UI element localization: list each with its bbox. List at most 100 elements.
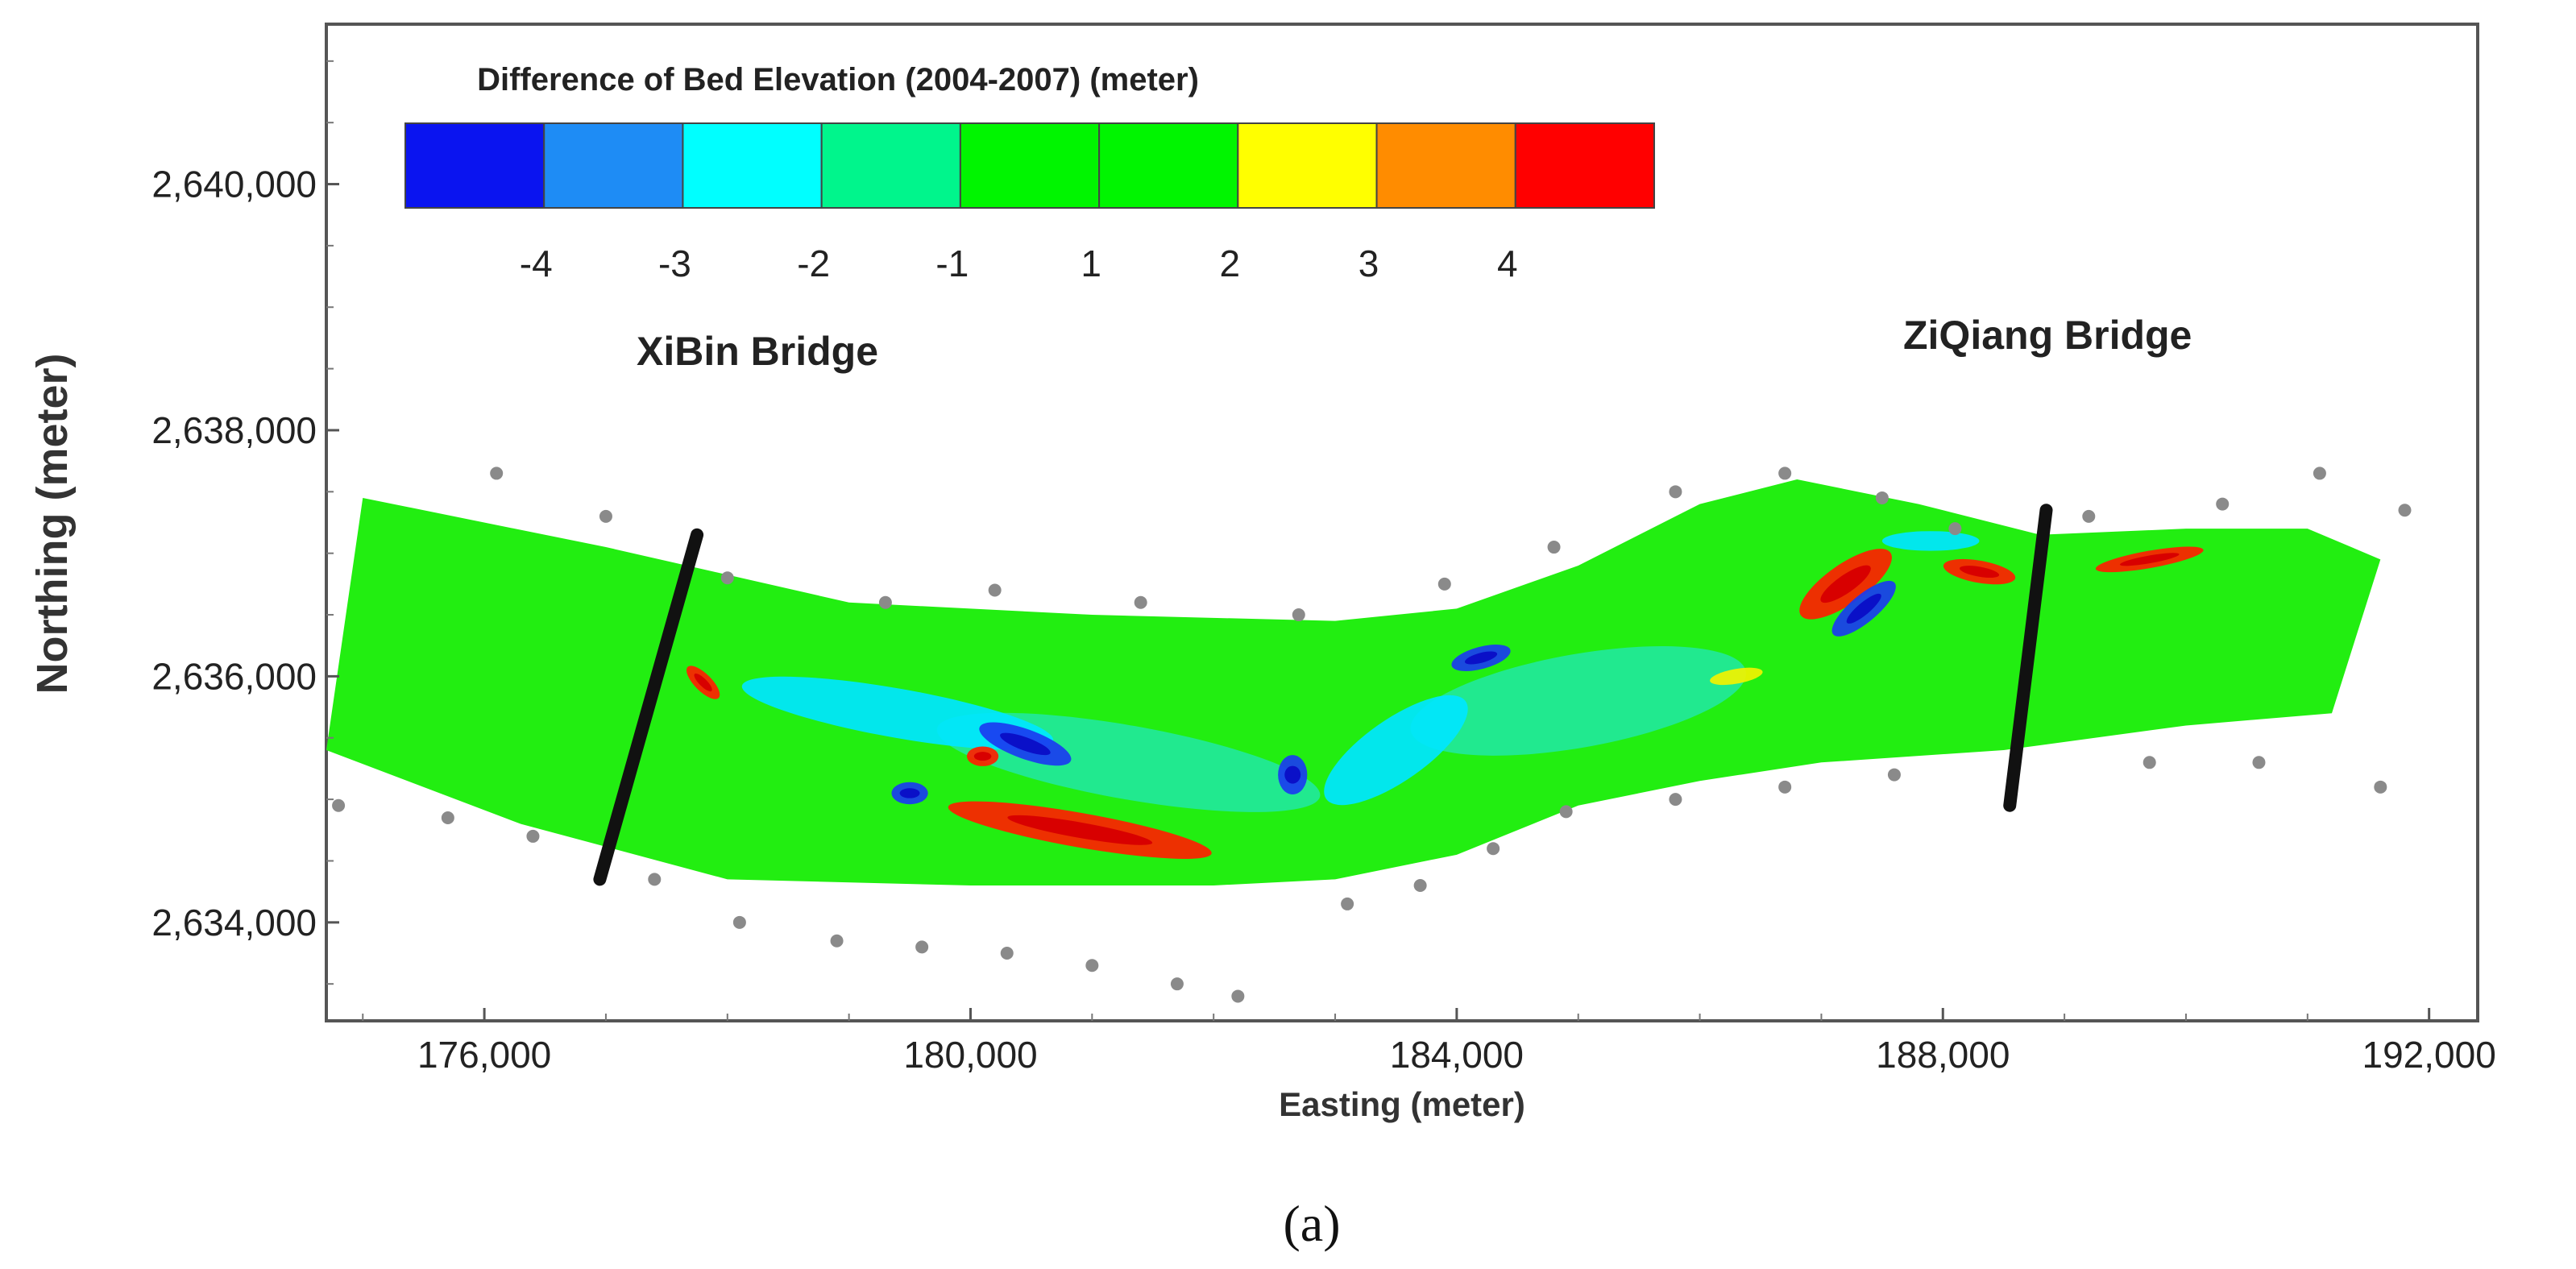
- change-patch: [1831, 580, 1896, 637]
- legend-tick-label: 3: [1359, 243, 1379, 284]
- survey-point: [1170, 977, 1184, 991]
- survey-point: [830, 934, 844, 948]
- y-tick-label: 2,640,000: [151, 164, 317, 205]
- survey-point: [1948, 522, 1962, 536]
- legend-tick-label: -3: [658, 243, 691, 284]
- change-patch: [1278, 755, 1308, 795]
- survey-point: [1875, 491, 1889, 504]
- x-tick-label: 180,000: [903, 1034, 1037, 1076]
- survey-point: [2082, 509, 2096, 523]
- survey-point: [2216, 497, 2230, 511]
- survey-points: [332, 467, 2412, 1003]
- y-tick-label: 2,638,000: [151, 409, 317, 451]
- change-patch: [1710, 667, 1763, 686]
- change-patch: [966, 746, 999, 766]
- x-tick-label: 176,000: [417, 1034, 551, 1076]
- survey-point: [1487, 842, 1500, 856]
- change-patch-core: [694, 673, 712, 692]
- figure-caption: (a): [1283, 1195, 1340, 1252]
- legend-bin: [1514, 122, 1656, 209]
- survey-point: [988, 583, 1002, 597]
- change-patch: [1943, 558, 2016, 585]
- change-patch-core: [1820, 565, 1871, 603]
- bridge: [593, 528, 704, 886]
- x-tick-label: 184,000: [1390, 1034, 1524, 1076]
- legend-bin: [682, 122, 823, 209]
- legend-tick-label: -4: [520, 243, 553, 284]
- survey-point: [1778, 467, 1792, 480]
- change-patch-core: [1000, 732, 1051, 756]
- legend-bin: [959, 122, 1101, 209]
- change-patch-shape: [741, 676, 1054, 750]
- change-patch: [1451, 645, 1511, 671]
- y-tick-label: 2,636,000: [151, 655, 317, 697]
- survey-point: [915, 940, 929, 954]
- legend-title: Difference of Bed Elevation (2004-2007) …: [477, 62, 1199, 97]
- change-patch: [1324, 695, 1468, 806]
- bridge-label: ZiQiang Bridge: [1903, 313, 2192, 358]
- axes-layer: XiBin Bridge ZiQiang Bridge 176,000 180,000…: [151, 60, 2496, 1076]
- legend-tick-label: -1: [935, 243, 969, 284]
- change-patch: [1410, 646, 1746, 756]
- change-patch: [891, 782, 928, 805]
- change-patch: [741, 676, 1054, 750]
- change-patch-core: [899, 788, 920, 798]
- survey-point: [2143, 756, 2156, 769]
- legend-bin: [820, 122, 961, 209]
- change-patch-core: [973, 752, 992, 761]
- survey-point: [1085, 959, 1099, 972]
- survey-point: [2374, 780, 2387, 794]
- y-tick-label: 2,634,000: [151, 902, 317, 943]
- survey-point: [1559, 805, 1573, 819]
- survey-point: [720, 571, 734, 585]
- change-patch-shape: [1881, 531, 1980, 551]
- x-tick-label: 188,000: [1876, 1034, 2010, 1076]
- change-patch-core: [1284, 765, 1301, 784]
- legend: Difference of Bed Elevation (2004-2007) …: [404, 62, 1656, 284]
- change-patch: [686, 666, 720, 699]
- survey-point: [1413, 879, 1427, 893]
- change-patch-core: [1959, 566, 2000, 579]
- survey-point: [1669, 485, 1682, 499]
- x-tick-label: 192,000: [2362, 1034, 2496, 1076]
- survey-point: [648, 873, 662, 886]
- legend-bin: [404, 122, 545, 209]
- legend-tick-label: 1: [1081, 243, 1101, 284]
- survey-point: [332, 798, 346, 812]
- legend-bin: [543, 122, 684, 209]
- survey-point: [2398, 504, 2412, 517]
- survey-point: [2313, 467, 2326, 480]
- change-patch: [2095, 546, 2204, 573]
- survey-point: [526, 829, 540, 843]
- survey-point: [1231, 989, 1245, 1003]
- x-axis-title: Easting (meter): [1279, 1085, 1525, 1123]
- survey-point: [1437, 577, 1451, 591]
- legend-tick-label: -2: [797, 243, 830, 284]
- change-patch: [1881, 531, 1980, 551]
- legend-tick-label: 2: [1220, 243, 1241, 284]
- elevation-change-patches: [686, 531, 2204, 859]
- change-patch: [948, 801, 1212, 859]
- change-patch-core: [2119, 553, 2180, 566]
- survey-point: [1778, 780, 1792, 794]
- survey-point: [1887, 768, 1901, 782]
- survey-point: [2252, 756, 2266, 769]
- change-patch-shape: [1710, 667, 1763, 686]
- legend-bin: [1375, 122, 1516, 209]
- survey-point: [1292, 608, 1305, 622]
- bridge-line: [2003, 504, 2053, 812]
- survey-point: [878, 595, 892, 609]
- change-patch-core: [1464, 651, 1498, 665]
- y-axis-title: Northing (meter): [28, 354, 77, 695]
- survey-point: [1000, 947, 1014, 960]
- survey-point: [1134, 595, 1147, 609]
- change-patch-core: [1846, 593, 1881, 624]
- survey-point: [441, 811, 454, 825]
- survey-point: [1669, 793, 1682, 807]
- change-patch-shape: [1410, 646, 1746, 756]
- map-layer: [326, 467, 2412, 1003]
- survey-point: [732, 915, 746, 929]
- legend-bin: [1237, 122, 1378, 209]
- survey-point: [1547, 541, 1561, 554]
